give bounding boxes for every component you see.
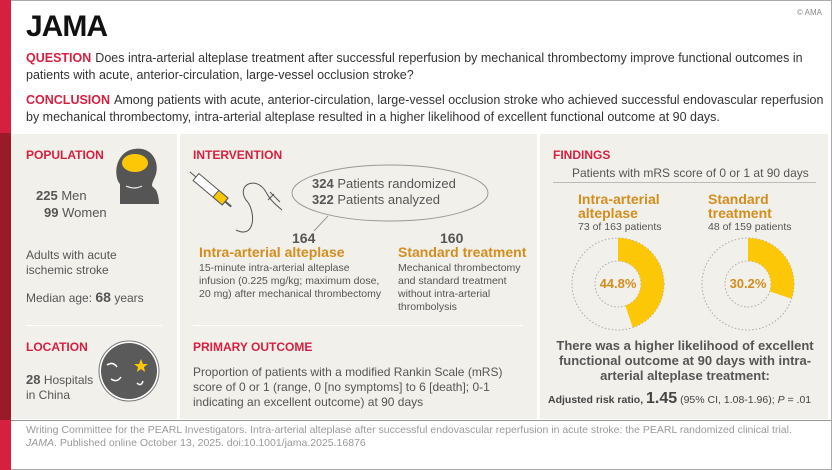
intervention-title: INTERVENTION [193, 148, 283, 162]
median-age: Median age: 68 years [26, 289, 144, 306]
group2-count: 48 of 159 patients [708, 221, 792, 233]
arm1-count: 164 [292, 230, 316, 246]
question-text: Does intra-arterial alteplase treatment … [26, 51, 803, 82]
findings-subtitle: Patients with mRS score of 0 or 1 at 90 … [572, 166, 809, 180]
population-title: POPULATION [26, 148, 104, 162]
hospitals: 28 Hospitals [26, 372, 94, 387]
divider [553, 182, 816, 183]
jama-logo: JAMA [26, 10, 108, 43]
arm2-desc: Mechanical thrombectomy and standard tre… [398, 262, 521, 313]
donut-arc-group1 [618, 238, 664, 328]
divider [26, 325, 162, 326]
analyzed: 322 Patients analyzed [312, 192, 440, 207]
footer-divider [11, 420, 832, 421]
citation: Writing Committee for the PEARL Investig… [26, 424, 792, 449]
copyright: © AMA [796, 8, 822, 17]
group1-pct: 44.8% [599, 276, 637, 291]
location-title: LOCATION [26, 340, 88, 354]
head-brain-icon [116, 148, 159, 204]
question-label: QUESTION [26, 51, 92, 65]
randomized: 324 Patients randomized [312, 176, 456, 191]
intervention-panel [180, 134, 537, 419]
conclusion-label: CONCLUSION [26, 93, 111, 107]
donut-charts [571, 237, 795, 331]
group1-count: 73 of 163 patients [578, 221, 662, 233]
divider [193, 325, 523, 326]
outcome-title: PRIMARY OUTCOME [193, 340, 313, 354]
speech-ellipse [291, 164, 489, 232]
group1-name: Intra-arterial alteplase [578, 191, 660, 221]
risk-ratio: Adjusted risk ratio, 1.45 (95% CI, 1.08-… [548, 390, 812, 407]
donut-arc-group2 [748, 238, 794, 299]
population-desc: Adults with acute ischemic stroke [26, 248, 117, 277]
women-count: 99 Women [44, 205, 107, 220]
hospitals-location: in China [26, 388, 71, 402]
outcome-text: Proportion of patients with a modified R… [193, 365, 503, 409]
findings-title: FINDINGS [553, 148, 611, 162]
arm1-name: Intra-arterial alteplase [199, 244, 345, 260]
syringe-catheter-icon [189, 171, 283, 233]
conclusion: CONCLUSION Among patients with acute, ant… [26, 92, 826, 126]
accent-stripe-dark [0, 133, 11, 420]
men-count: 225 Men [36, 188, 87, 203]
findings-summary: There was a higher likelihood of excelle… [556, 338, 814, 383]
arm2-name: Standard treatment [398, 244, 527, 260]
globe-icon [98, 340, 160, 402]
arm1-desc: 15-minute intra-arterial alteplase infus… [199, 262, 382, 300]
group2-pct: 30.2% [729, 276, 767, 291]
group2-name: Standard treatment [708, 191, 772, 221]
arm2-count: 160 [440, 230, 464, 246]
conclusion-text: Among patients with acute, anterior-circ… [26, 93, 824, 124]
question: QUESTION Does intra-arterial alteplase tr… [26, 50, 826, 84]
